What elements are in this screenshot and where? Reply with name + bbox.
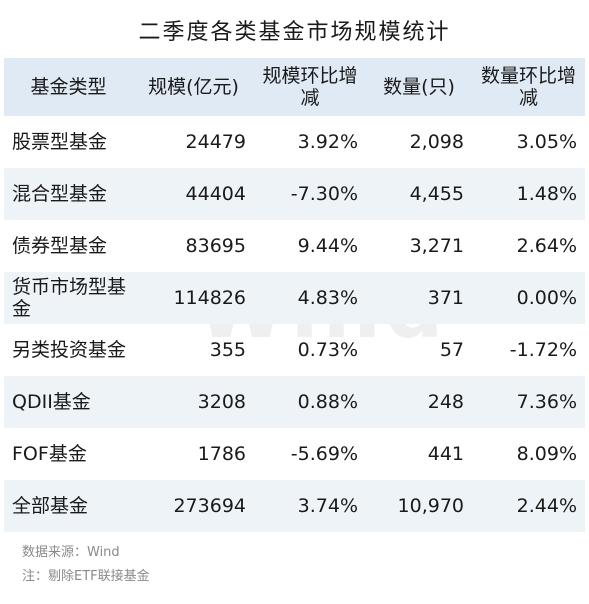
count-change: 1.48%: [516, 183, 577, 205]
fund-type: FOF基金: [12, 443, 87, 465]
fund-type: 混合型基金: [12, 183, 108, 205]
fund-type: 债券型基金: [12, 235, 108, 257]
count-change: 8.09%: [516, 443, 577, 465]
scale-change: 4.83%: [297, 287, 358, 309]
scale-change: 0.88%: [297, 391, 358, 413]
table-row: 股票型基金 24479 3.92% 2,098 3.05%: [4, 116, 585, 168]
table-row: 另类投资基金 355 0.73% 57 -1.72%: [4, 324, 585, 376]
scale-change: 0.73%: [297, 339, 358, 361]
table-row: 货币市场型基金 114826 4.83% 371 0.00%: [4, 272, 585, 324]
count: 2,098: [409, 131, 464, 153]
table-row: QDII基金 3208 0.88% 248 7.36%: [4, 376, 585, 428]
scale: 3208: [197, 391, 246, 413]
scale-change: -7.30%: [290, 183, 358, 205]
count: 4,455: [409, 183, 464, 205]
remark-note: 注：剔除ETF联接基金: [22, 569, 150, 584]
fund-type: 股票型基金: [12, 131, 108, 153]
table-row: 混合型基金 44404 -7.30% 4,455 1.48%: [4, 168, 585, 220]
count-change: 3.05%: [516, 131, 577, 153]
scale-change: 9.44%: [297, 235, 358, 257]
footnotes: 数据来源：Wind 注：剔除ETF联接基金: [22, 543, 150, 591]
count: 3,271: [409, 235, 464, 257]
scale-change: -5.69%: [290, 443, 358, 465]
header-count-change: 数量环比增减: [480, 65, 576, 109]
table-row-total: 全部基金 273694 3.74% 10,970 2.44%: [4, 480, 585, 532]
count: 57: [439, 339, 464, 361]
table-row: FOF基金 1786 -5.69% 441 8.09%: [4, 428, 585, 480]
scale: 1786: [197, 443, 246, 465]
scale: 44404: [185, 183, 246, 205]
scale: 114826: [173, 287, 246, 309]
count-change: 2.64%: [516, 235, 577, 257]
fund-type: 货币市场型基金: [12, 276, 127, 320]
page-title: 二季度各类基金市场规模统计: [138, 20, 451, 45]
count-change: 7.36%: [516, 391, 577, 413]
source-note: 数据来源：Wind: [22, 545, 120, 560]
count-change: 2.44%: [516, 495, 577, 517]
scale-change: 3.92%: [297, 131, 358, 153]
fund-table: 基金类型 规模(亿元) 规模环比增减 数量(只) 数量环比增减 股票型基金 24…: [4, 58, 585, 532]
header-scale-change: 规模环比增减: [262, 65, 358, 109]
fund-type: 另类投资基金: [12, 339, 127, 361]
count: 441: [427, 443, 464, 465]
scale: 83695: [185, 235, 246, 257]
scale-change: 3.74%: [297, 495, 358, 517]
table-header-row: 基金类型 规模(亿元) 规模环比增减 数量(只) 数量环比增减: [4, 58, 585, 116]
fund-type: 全部基金: [12, 495, 89, 517]
count: 371: [427, 287, 464, 309]
scale: 24479: [185, 131, 246, 153]
header-fund-type: 基金类型: [30, 76, 107, 98]
count: 248: [427, 391, 464, 413]
header-count: 数量(只): [383, 76, 455, 98]
header-scale: 规模(亿元): [148, 76, 239, 98]
scale: 273694: [173, 495, 246, 517]
count: 10,970: [397, 495, 464, 517]
scale: 355: [209, 339, 246, 361]
fund-type: QDII基金: [12, 391, 91, 413]
table-row: 债券型基金 83695 9.44% 3,271 2.64%: [4, 220, 585, 272]
count-change: -1.72%: [509, 339, 577, 361]
count-change: 0.00%: [516, 287, 577, 309]
